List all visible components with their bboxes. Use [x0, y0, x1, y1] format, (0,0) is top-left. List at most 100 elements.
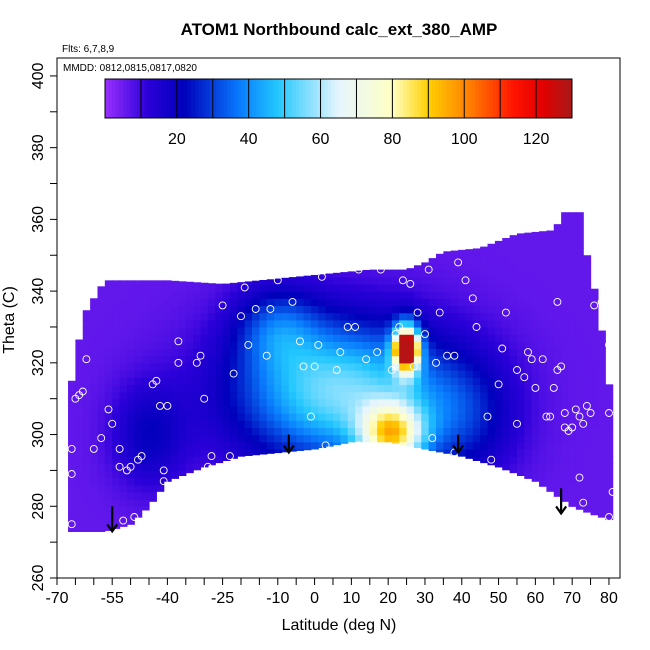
- heatmap-cell: [134, 398, 143, 407]
- heatmap-cell: [553, 377, 562, 385]
- heatmap-cell: [141, 456, 150, 464]
- heatmap-cell: [568, 341, 577, 350]
- heatmap-cell: [281, 277, 290, 285]
- heatmap-cell: [377, 434, 386, 443]
- heatmap-cell: [148, 484, 157, 493]
- heatmap-cell: [288, 413, 297, 421]
- heatmap-cell: [318, 348, 327, 357]
- heatmap-cell: [575, 484, 584, 493]
- heatmap-cell: [553, 233, 562, 242]
- heatmap-cell: [450, 441, 459, 450]
- heatmap-cell: [97, 463, 106, 472]
- heatmap-cell: [355, 413, 364, 421]
- heatmap-cell: [539, 269, 548, 278]
- heatmap-cell: [450, 312, 459, 321]
- heatmap-cell: [590, 448, 599, 457]
- heatmap-cell: [539, 391, 548, 400]
- heatmap-cell: [384, 348, 393, 357]
- heatmap-cell: [377, 348, 386, 357]
- heatmap-cell: [465, 249, 474, 256]
- colorbar-segment: [528, 79, 533, 118]
- heatmap-cell: [82, 362, 91, 371]
- heatmap-cell: [112, 484, 121, 493]
- heatmap-cell: [185, 391, 194, 400]
- heatmap-cell: [126, 280, 135, 285]
- heatmap-cell: [553, 348, 562, 357]
- colorbar-segment: [234, 79, 239, 118]
- heatmap-cell: [421, 262, 430, 271]
- heatmap-cell: [215, 434, 224, 443]
- heatmap-cell: [222, 298, 231, 307]
- heatmap-cell: [296, 405, 305, 414]
- heatmap-cell: [377, 405, 386, 414]
- heatmap-cell: [355, 405, 364, 414]
- heatmap-cell: [134, 348, 143, 357]
- heatmap-cell: [399, 276, 408, 285]
- heatmap-cell: [126, 463, 135, 472]
- heatmap-cell: [561, 499, 570, 502]
- heatmap-cell: [119, 420, 128, 428]
- heatmap-cell: [494, 341, 503, 350]
- heatmap-cell: [443, 362, 452, 371]
- heatmap-cell: [509, 398, 518, 407]
- heatmap-cell: [134, 341, 143, 350]
- heatmap-cell: [421, 391, 430, 400]
- heatmap-cell: [362, 334, 371, 342]
- heatmap-cell: [362, 341, 371, 350]
- heatmap-cell: [561, 355, 570, 364]
- colorbar-segment: [194, 79, 199, 118]
- heatmap-cell: [119, 398, 128, 407]
- heatmap-cell: [590, 506, 599, 515]
- colorbar-segment: [478, 79, 483, 118]
- heatmap-cell: [369, 341, 378, 350]
- heatmap-cell: [487, 384, 496, 393]
- heatmap-cell: [296, 291, 305, 299]
- heatmap-cell: [458, 413, 467, 421]
- heatmap-cell: [148, 470, 157, 479]
- heatmap-cell: [597, 341, 606, 350]
- heatmap-cell: [266, 334, 275, 342]
- heatmap-cell: [509, 448, 518, 457]
- heatmap-cell: [377, 427, 386, 436]
- heatmap-cell: [553, 413, 562, 421]
- colorbar-segment: [421, 79, 426, 118]
- heatmap-cell: [97, 286, 106, 292]
- heatmap-cell: [377, 326, 386, 335]
- observation-point: [513, 419, 521, 428]
- heatmap-cell: [399, 298, 408, 307]
- heatmap-cell: [178, 312, 187, 321]
- observation-point: [67, 520, 76, 529]
- heatmap-cell: [200, 298, 209, 307]
- heatmap-cell: [303, 275, 312, 278]
- heatmap-cell: [237, 413, 246, 421]
- heatmap-cell: [561, 276, 570, 285]
- heatmap-cell: [215, 456, 224, 464]
- heatmap-cell: [185, 405, 194, 414]
- heatmap-cell: [561, 491, 570, 500]
- heatmap-cell: [134, 427, 143, 436]
- heatmap-cell: [148, 326, 157, 335]
- heatmap-cell: [200, 282, 209, 285]
- heatmap-cell: [148, 441, 157, 450]
- heatmap-cell: [156, 298, 165, 307]
- heatmap-cell: [97, 527, 106, 532]
- observation-point: [354, 265, 363, 274]
- heatmap-cell: [494, 413, 503, 421]
- heatmap-cell: [252, 377, 260, 385]
- heatmap-cell: [207, 341, 216, 350]
- heatmap-cell: [112, 283, 121, 292]
- heatmap-cell: [472, 391, 481, 400]
- heatmap-cell: [303, 405, 312, 414]
- heatmap-cell: [590, 434, 599, 443]
- heatmap-cell: [362, 326, 371, 335]
- heatmap-cell: [237, 312, 246, 321]
- heatmap-cell: [68, 520, 76, 529]
- heatmap-cell: [141, 319, 150, 328]
- heatmap-cell: [509, 341, 518, 350]
- heatmap-cell: [524, 283, 533, 292]
- heatmap-cell: [141, 280, 150, 285]
- heatmap-cell: [458, 348, 467, 357]
- heatmap-cell: [229, 427, 238, 436]
- heatmap-cell: [436, 384, 444, 393]
- heatmap-cell: [450, 405, 459, 414]
